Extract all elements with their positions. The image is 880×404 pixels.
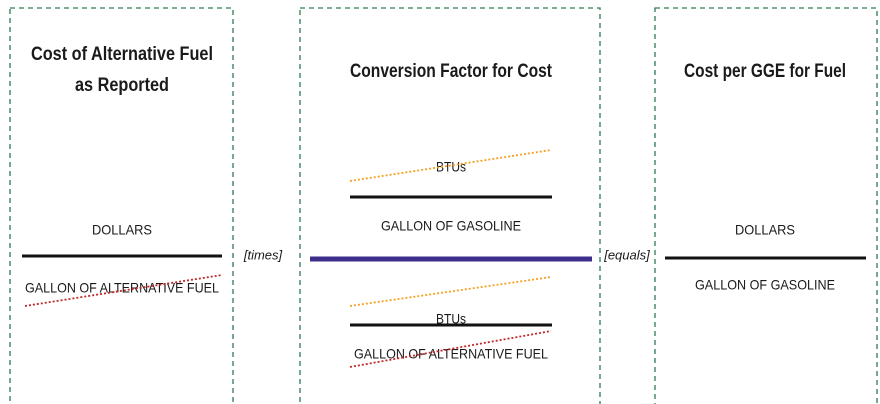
panel-box [654,7,878,404]
panel-title: as Reported [75,75,169,96]
denominator: GALLON OF ALTERNATIVE FUEL [354,346,548,362]
denominator: GALLON OF GASOLINE [381,218,521,234]
cancel-line [24,274,223,307]
cancel-line [349,276,552,307]
denominator: GALLON OF GASOLINE [695,277,835,293]
panel-title: Conversion Factor for Cost [350,61,553,82]
panel-title: Cost of Alternative Fuel [31,44,213,65]
numerator: BTUs [436,159,466,175]
cancel-line [349,149,552,182]
numerator: DOLLARS [735,222,795,238]
panel-title: Cost per GGE for Fuel [684,61,846,82]
numerator: BTUs [436,311,466,327]
denominator: GALLON OF ALTERNATIVE FUEL [25,280,219,296]
panel-box [299,7,601,404]
operator: [equals] [603,247,650,262]
panel-box [9,7,234,404]
operator: [times] [243,247,283,262]
numerator: DOLLARS [92,222,152,238]
